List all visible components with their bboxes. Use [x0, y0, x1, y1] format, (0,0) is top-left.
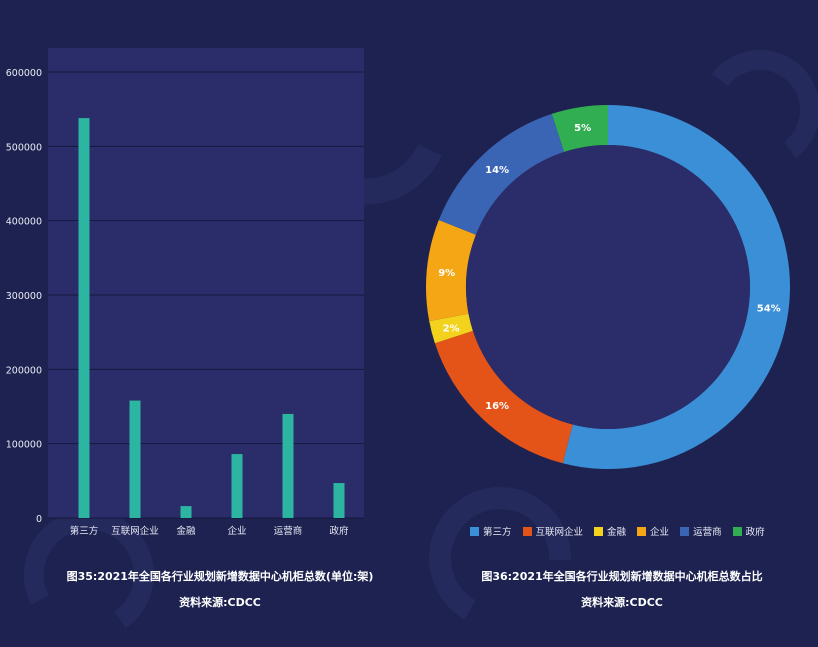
- legend-swatch: [522, 526, 532, 536]
- legend-item: 运营商: [680, 524, 722, 538]
- donut-value-label: 2%: [443, 323, 460, 334]
- bar-chart-caption: 图35:2021年全国各行业规划新增数据中心机柜总数(单位:架): [66, 570, 374, 583]
- donut-slice-2: [429, 313, 473, 344]
- donut-slice-5: [551, 105, 608, 152]
- legend-swatch: [637, 526, 647, 536]
- legend-swatch: [470, 526, 479, 536]
- bar-0: [78, 118, 90, 518]
- legend-item: 企业: [637, 524, 669, 538]
- donut-slice-1: [434, 330, 573, 464]
- donut-value-label: 5%: [574, 123, 591, 134]
- legend-label: 第三方: [483, 527, 512, 538]
- legend-swatch: [594, 526, 604, 536]
- legend-swatch: [680, 526, 690, 536]
- donut-value-label: 9%: [438, 268, 455, 279]
- bar-4: [282, 413, 294, 518]
- y-tick-label: 400000: [6, 217, 42, 228]
- y-tick-label: 0: [36, 514, 42, 525]
- x-tick-label: 互联网企业: [111, 525, 159, 537]
- x-tick-label: 运营商: [274, 525, 303, 537]
- legend-swatch: [732, 526, 742, 536]
- donut-value-label: 16%: [485, 401, 509, 412]
- legend-item: 金融: [594, 524, 626, 538]
- legend-item: 第三方: [470, 524, 512, 538]
- bar-5: [333, 483, 345, 518]
- donut-legend: 第三方 互联网企业 金融 企业 运营商 政府: [470, 524, 765, 538]
- x-tick-label: 政府: [329, 525, 349, 537]
- legend-label: 金融: [607, 527, 627, 538]
- y-tick-label: 200000: [6, 365, 42, 376]
- legend-item: 互联网企业: [522, 524, 584, 538]
- bar-1: [129, 400, 141, 518]
- x-tick-label: 企业: [227, 525, 246, 537]
- x-tick-label: 金融: [176, 525, 196, 537]
- donut-chart-caption: 图36:2021年全国各行业规划新增数据中心机柜总数占比: [481, 570, 763, 583]
- legend-item: 政府: [732, 524, 765, 538]
- legend-label: 企业: [650, 527, 670, 538]
- bar-3: [231, 454, 243, 518]
- bar-plot-area: [48, 48, 364, 518]
- donut-value-label: 14%: [485, 165, 509, 176]
- legend-label: 政府: [745, 527, 765, 538]
- y-tick-label: 500000: [6, 142, 42, 153]
- y-tick-label: 300000: [6, 291, 42, 302]
- donut-chart-source: 资料来源:CDCC: [581, 596, 663, 609]
- donut-value-label: 54%: [757, 303, 781, 314]
- donut-slice-0: [562, 105, 790, 469]
- y-tick-label: 100000: [6, 440, 42, 451]
- bar-chart-source: 资料来源:CDCC: [179, 596, 261, 609]
- x-tick-label: 第三方: [70, 525, 99, 537]
- donut-hole: [466, 145, 750, 429]
- legend-label: 运营商: [693, 527, 722, 538]
- bar-2: [180, 506, 192, 518]
- donut-slice-3: [426, 220, 476, 322]
- donut-slice-4: [438, 113, 565, 235]
- y-tick-label: 600000: [6, 68, 42, 79]
- legend-label: 互联网企业: [535, 527, 584, 538]
